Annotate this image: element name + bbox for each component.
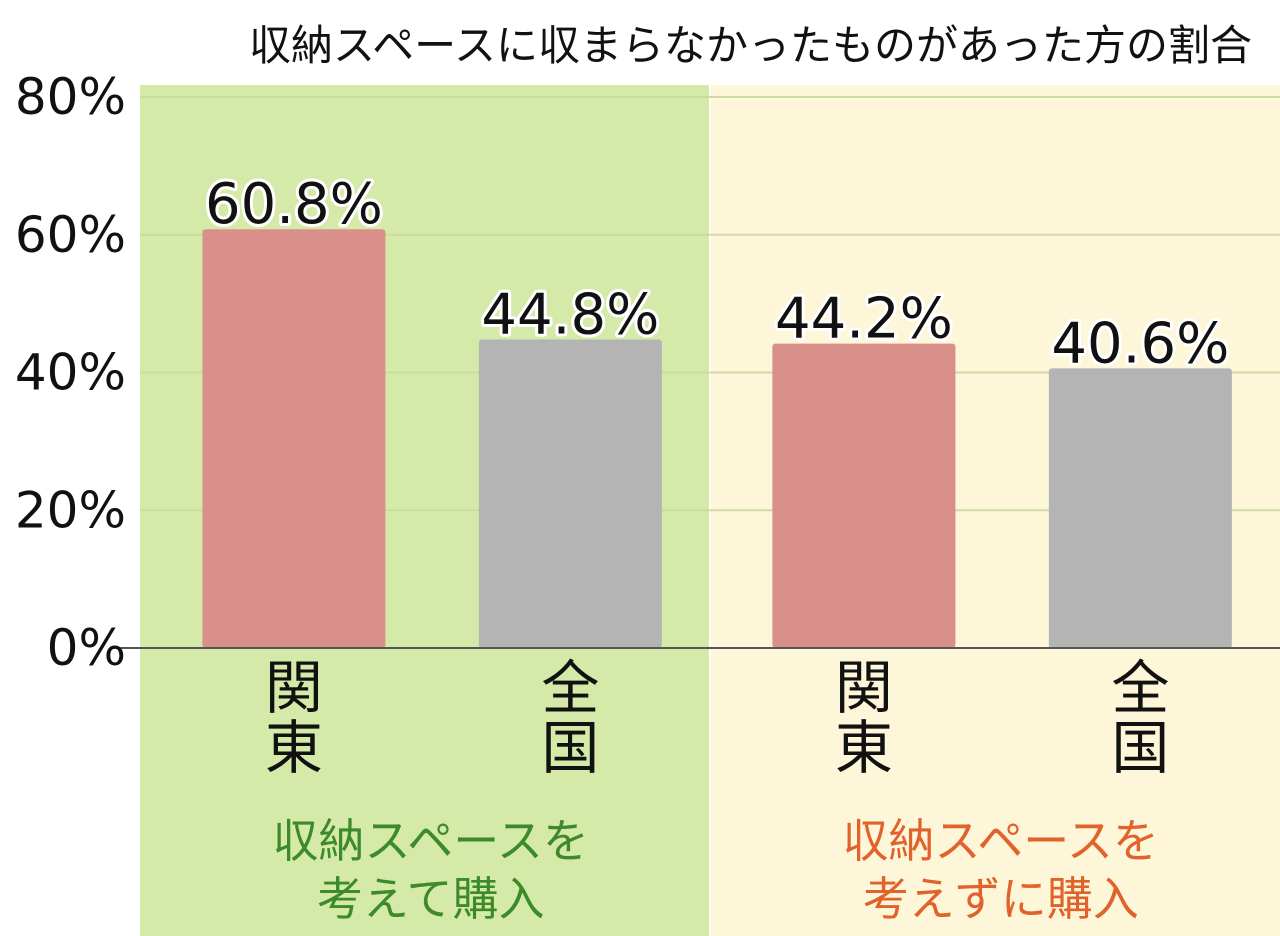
bar-1 (478, 339, 662, 648)
y-axis-ticks: 0% 20% 40% 60% 80% (15, 68, 126, 677)
group-label-1: 収納スペースを考えずに購入 (842, 814, 1158, 926)
group-label-0: 収納スペースを考えて購入 (272, 814, 588, 926)
category-label-3: 全国 (1111, 654, 1169, 782)
value-label-1: 44.8% (481, 282, 659, 347)
value-labels: 60.8% 44.8% 44.2% 40.6% (202, 169, 1232, 379)
category-label-1: 全国 (541, 654, 599, 782)
value-label-2: 44.2% (775, 287, 953, 352)
bars (202, 229, 1232, 649)
category-labels: 関東 全国 関東 全国 (265, 654, 1169, 782)
bar-2 (772, 343, 956, 648)
y-tick-label-20: 20% (15, 481, 126, 539)
y-tick-label-40: 40% (15, 344, 126, 402)
value-label-3: 40.6% (1051, 311, 1229, 376)
bar-3 (1048, 368, 1232, 648)
value-label-0: 60.8% (205, 172, 383, 237)
y-tick-label-0: 0% (47, 619, 126, 677)
y-tick-label-80: 80% (15, 68, 126, 126)
chart-title: 収納スペースに収まらなかったものがあった方の割合 (249, 21, 1252, 70)
group-labels: 収納スペースを考えて購入 収納スペースを考えずに購入 (272, 814, 1158, 926)
category-label-2: 関東 (835, 654, 893, 782)
y-tick-label-60: 60% (15, 206, 126, 264)
bar-0 (202, 229, 386, 649)
category-label-0: 関東 (265, 654, 323, 782)
